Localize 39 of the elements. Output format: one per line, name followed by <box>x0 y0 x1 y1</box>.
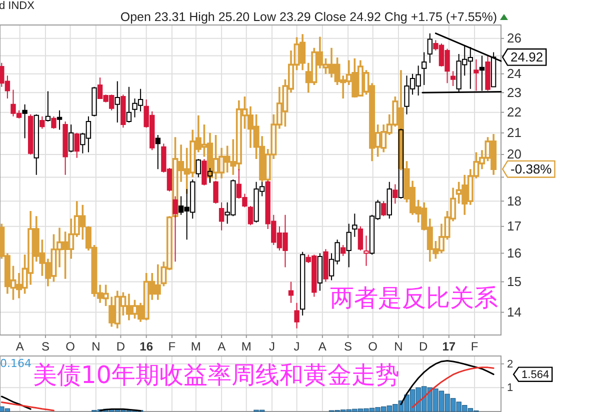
x-tick-label: F <box>168 340 176 354</box>
y-tick-label: 1 <box>507 382 514 394</box>
x-tick-label: D <box>418 340 428 354</box>
x-tick-label: N <box>92 340 100 354</box>
y-tick-label: 23 <box>507 84 522 100</box>
x-tick-label: O <box>368 340 378 354</box>
annotation: 两者是反比关系 <box>330 284 498 312</box>
x-tick-label: M <box>241 340 252 354</box>
y-tick-label: 22 <box>507 104 522 120</box>
y-tick-label: 24 <box>507 66 522 81</box>
y-tick-label: 17 <box>507 218 522 234</box>
x-tick-label: D <box>116 340 126 354</box>
x-tick-label: A <box>218 340 226 354</box>
y-tick-label: 18 <box>507 193 522 208</box>
annotation: 0.164 <box>0 357 32 370</box>
annotation: -0.38% <box>510 162 552 177</box>
x-tick-label: F <box>470 340 478 354</box>
x-tick-label: O <box>66 340 75 354</box>
annotation: 1.564 <box>522 369 550 382</box>
y-tick-label: 26 <box>507 30 522 46</box>
y-tick-label: 14 <box>507 304 522 320</box>
y-tick-label: 21 <box>507 125 522 140</box>
y-tick-label: 20 <box>507 146 522 162</box>
x-tick-label: N <box>394 340 403 354</box>
annotation: 美债10年期收益率周线和黄金走势 <box>33 361 400 389</box>
x-tick-label: J <box>268 340 275 354</box>
x-tick-label: S <box>41 340 50 354</box>
x-tick-label: A <box>318 340 326 354</box>
chart-subtitle: Open 23.31 High 25.20 Low 23.29 Close 24.92 Chg +1.75 (+7.55%) <box>120 10 497 24</box>
y-tick-label: 2 <box>507 358 514 370</box>
x-tick-label: 17 <box>442 340 456 354</box>
x-tick-label: 16 <box>140 340 154 354</box>
y-tick-label: 16 <box>507 245 522 260</box>
x-tick-label: S <box>344 340 352 354</box>
x-tick-label: M <box>190 340 201 354</box>
x-tick-label: J <box>294 340 300 354</box>
y-tick-label: 15 <box>507 274 522 289</box>
annotation: 24.92 <box>510 50 544 65</box>
x-tick-label: A <box>16 340 24 354</box>
